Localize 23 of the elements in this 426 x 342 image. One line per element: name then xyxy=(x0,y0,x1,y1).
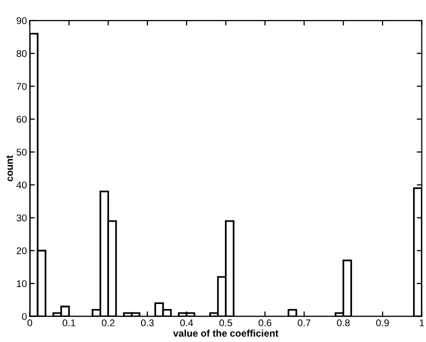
y-tick-label: 30 xyxy=(16,214,27,222)
x-tick-label: 0 xyxy=(27,319,32,326)
x-axis-title: value of the coefficient xyxy=(173,330,278,337)
y-tick-label: 80 xyxy=(16,50,27,58)
y-axis-title: count xyxy=(6,155,13,182)
x-tick-label: 0.4 xyxy=(180,319,194,326)
x-tick-label: 0.1 xyxy=(62,319,76,326)
y-tick-label: 40 xyxy=(16,182,27,188)
x-tick-label: 0.5 xyxy=(219,319,232,326)
x-tick-label: 0.3 xyxy=(141,319,154,326)
y-tick-label: 50 xyxy=(16,148,27,156)
x-tick-label: 0.7 xyxy=(298,319,310,326)
y-tick-label: 60 xyxy=(16,116,27,123)
y-tick-label: 0 xyxy=(22,313,27,320)
x-tick-label: 0.2 xyxy=(102,319,114,326)
x-tick-label: 1 xyxy=(420,319,424,326)
y-tick-label: 70 xyxy=(16,82,27,90)
x-tick-label: 0.6 xyxy=(258,319,272,326)
y-tick-label: 90 xyxy=(16,17,27,24)
y-tick-label: 20 xyxy=(16,247,27,254)
x-tick-label: 0.9 xyxy=(376,319,389,326)
y-tick-label: 10 xyxy=(16,280,27,288)
x-tick-label: 0.8 xyxy=(336,319,350,326)
